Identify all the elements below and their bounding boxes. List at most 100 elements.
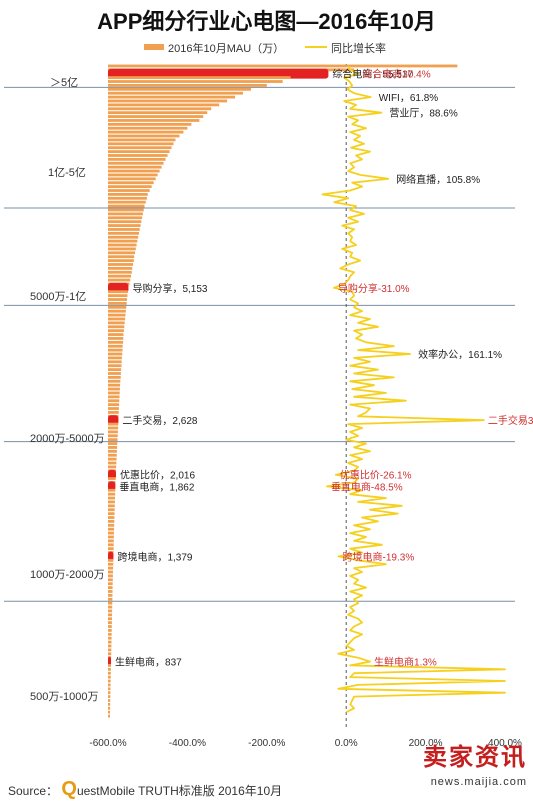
bar: [108, 200, 146, 204]
bar: [108, 621, 112, 625]
bar: [108, 411, 119, 414]
legend-line-swatch: [305, 46, 327, 48]
bar: [108, 590, 113, 593]
bar: [108, 247, 136, 251]
bar: [108, 438, 118, 442]
bar: [108, 146, 172, 150]
bar: [108, 313, 126, 317]
watermark-name: 卖家资讯: [423, 744, 527, 771]
highlight-bar: [108, 68, 329, 79]
bar: [108, 99, 228, 103]
bar: [108, 216, 143, 220]
growth-data-label: 生鲜电商1.3%: [374, 656, 437, 669]
bar: [108, 356, 122, 360]
highlight-bar: [108, 282, 129, 293]
bar: [108, 220, 142, 224]
bar: [108, 115, 204, 118]
bar: [108, 644, 112, 648]
line-annotation: 营业厅，88.6%: [389, 107, 457, 120]
bar: [108, 453, 117, 457]
bar: [108, 512, 115, 516]
x-tick-label: -400.0%: [169, 738, 206, 749]
bar: [108, 270, 132, 274]
bar: [108, 500, 115, 504]
bar: [108, 391, 120, 395]
bar: [108, 562, 114, 566]
highlight-bar: [108, 481, 116, 492]
bar: [108, 337, 124, 340]
bar: [108, 157, 166, 161]
bar: [108, 189, 150, 192]
mau-data-label: 跨境电商，1,379: [117, 550, 192, 563]
bar: [108, 699, 111, 702]
mau-data-label: 导购分享，5,153: [132, 282, 207, 295]
bar: [108, 531, 114, 535]
bar: [108, 119, 200, 122]
bar: [108, 340, 124, 344]
bar: [108, 91, 243, 95]
bar: [108, 714, 110, 718]
bar: [108, 263, 134, 266]
bar: [108, 520, 115, 523]
mau-data-label: 垂直电商，1,862: [119, 480, 194, 493]
growth-data-label: 跨境电商-19.3%: [343, 550, 415, 563]
bar: [108, 239, 138, 243]
bar: [108, 434, 118, 438]
bar: [108, 461, 117, 465]
bar: [108, 566, 114, 570]
watermark: 卖家资讯 news.maijia.com: [423, 737, 527, 790]
bar: [108, 578, 113, 582]
bar: [108, 196, 147, 200]
bar: [108, 535, 114, 539]
bar: [108, 274, 132, 278]
bar: [108, 625, 112, 628]
line-annotation: WIFI，61.8%: [379, 93, 439, 104]
mau-data-label: 综合电商，55,517: [332, 68, 413, 81]
source-note: Source： QuestMobile TRUTH标准版 2016年10月: [8, 778, 282, 801]
mau-data-label: 二手交易，2,628: [122, 414, 197, 427]
bar: [108, 691, 111, 695]
bar: [108, 601, 113, 605]
bar: [108, 259, 134, 262]
bar: [108, 64, 458, 68]
bar: [108, 446, 118, 449]
tier-label: 5000万-1亿: [30, 290, 86, 303]
bar: [108, 679, 111, 683]
bar: [108, 169, 160, 173]
line-annotation: 效率办公，161.1%: [418, 348, 502, 361]
bar: [108, 212, 143, 216]
bar: [108, 352, 123, 356]
growth-data-label: 导购分享-31.0%: [338, 282, 410, 295]
growth-data-label: 垂直电商-48.5%: [331, 480, 403, 493]
bar: [108, 228, 140, 231]
bar: [108, 305, 127, 309]
bar: [108, 235, 139, 239]
bar: [108, 706, 111, 710]
bar: [108, 154, 168, 157]
legend: 2016年10月MAU（万） 同比增长率: [0, 38, 533, 56]
bar: [108, 504, 115, 508]
bar: [108, 523, 115, 527]
bar: [108, 309, 126, 313]
bar: [108, 383, 121, 387]
bar: [108, 130, 184, 134]
bar: [108, 617, 112, 621]
bar: [108, 379, 121, 383]
bar: [108, 204, 145, 208]
bar: [108, 266, 133, 270]
tier-label: 1000万-2000万: [30, 569, 105, 581]
questmobile-logo-letter: Q: [61, 778, 77, 800]
bar: [108, 360, 122, 364]
bar: [108, 193, 148, 196]
bar: [108, 181, 154, 185]
bar: [108, 87, 251, 91]
bar: [108, 527, 115, 531]
bar: [108, 290, 128, 294]
bar: [108, 582, 113, 586]
bar: [108, 150, 170, 153]
bar: [108, 683, 111, 687]
bar: [108, 76, 291, 80]
bar: [108, 122, 192, 126]
bar: [108, 142, 174, 146]
bar: [108, 465, 117, 469]
